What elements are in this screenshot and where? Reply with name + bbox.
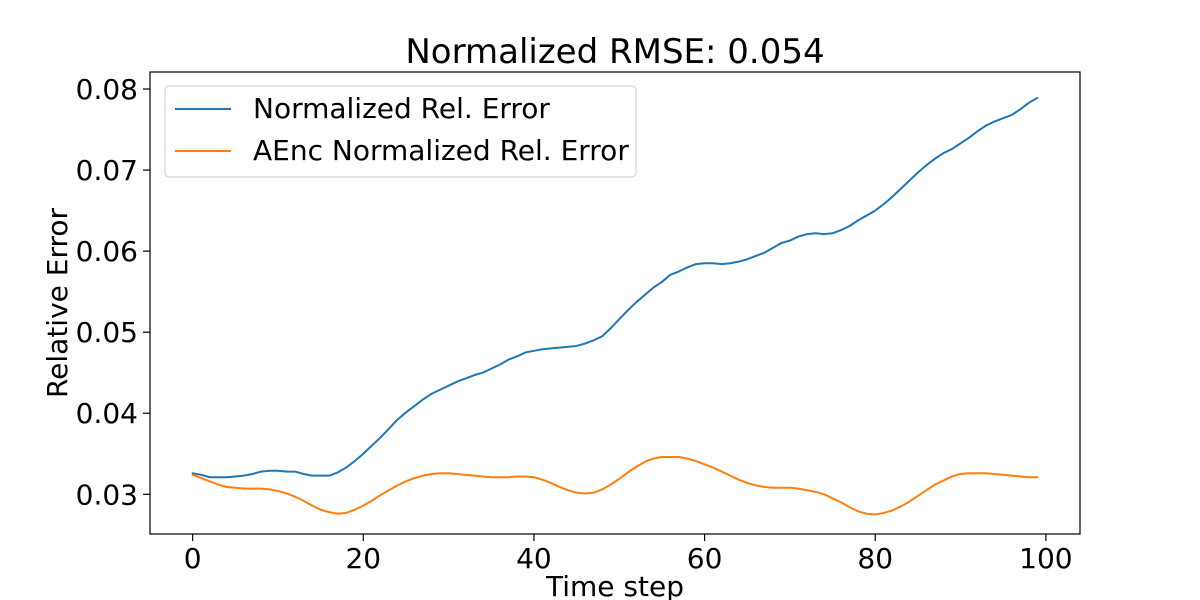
y-tick-label: 0.07	[76, 154, 138, 187]
y-tick-label: 0.05	[76, 316, 138, 349]
x-tick-label: 60	[687, 542, 723, 575]
axis-ticks: 0 20 40 60 80 100 0.03 0.04 0.05 0.06 0.07 0.08	[76, 73, 1073, 575]
y-axis-label: Relative Error	[41, 207, 74, 398]
y-tick-label: 0.06	[76, 235, 138, 268]
y-tick-label: 0.03	[76, 478, 138, 511]
x-tick-label: 100	[1019, 542, 1072, 575]
series-line-1	[191, 456, 1039, 516]
plot-area-frame	[149, 71, 1081, 535]
legend-box	[164, 85, 637, 178]
x-tick-label: 80	[857, 542, 893, 575]
series-layer	[191, 96, 1039, 516]
series-line-0	[191, 96, 1039, 479]
x-tick-label: 40	[516, 542, 552, 575]
x-axis-label: Time step	[545, 570, 684, 600]
x-tick-label: 0	[184, 542, 202, 575]
y-tick-label: 0.04	[76, 397, 138, 430]
legend: Normalized Rel. Error AEnc Normalized Re…	[164, 85, 637, 178]
chart-title: Normalized RMSE: 0.054	[405, 32, 824, 72]
legend-label-aenc-normalized-rel-error: AEnc Normalized Rel. Error	[253, 134, 629, 167]
y-tick-label: 0.08	[76, 73, 138, 106]
x-tick-label: 20	[345, 542, 381, 575]
legend-label-normalized-rel-error: Normalized Rel. Error	[253, 92, 550, 125]
